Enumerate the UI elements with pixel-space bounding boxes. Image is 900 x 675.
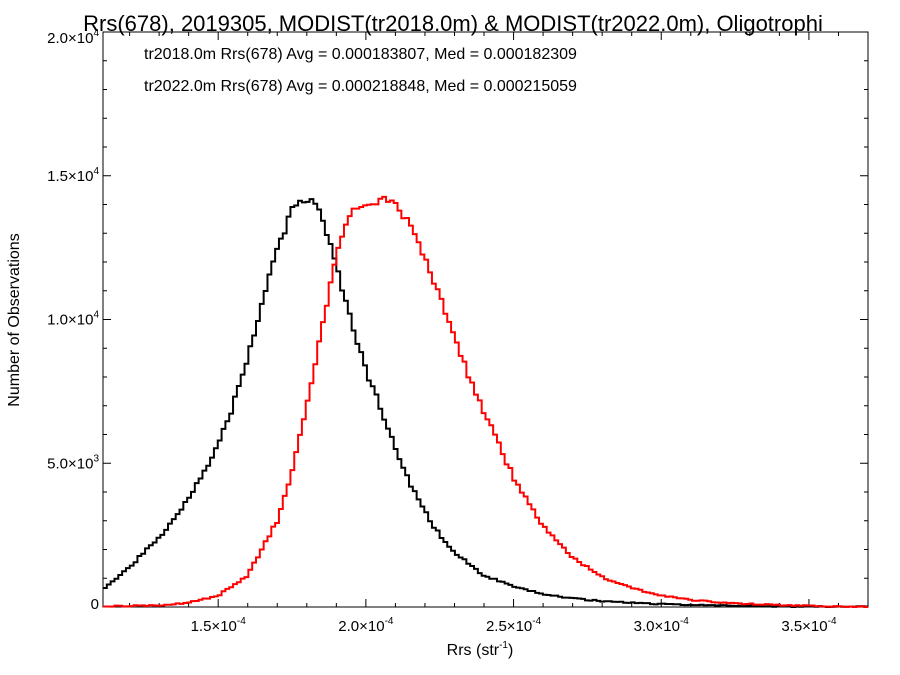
tick-labels: 1.5×10-4 2.0×10-4 2.5×10-4 3.0×10-4 3.5×10-4… xyxy=(47,28,837,635)
x-tick-label: 2.5×10-4 xyxy=(486,616,542,635)
y-tick-label: 5.0×103 xyxy=(47,453,99,472)
x-tick-label: 2.0×10-4 xyxy=(338,616,394,635)
x-axis-label-close: ) xyxy=(508,642,513,659)
y-tick-label: 2.0×104 xyxy=(47,28,99,47)
plot-frame xyxy=(102,31,869,608)
y-tick-label: 0 xyxy=(91,596,99,613)
stat-annotation-tr2022: tr2022.0m Rrs(678) Avg = 0.000218848, Me… xyxy=(144,78,577,95)
x-tick-label: 3.5×10-4 xyxy=(781,616,837,635)
stat-annotation-tr2018: tr2018.0m Rrs(678) Avg = 0.000183807, Me… xyxy=(144,46,577,63)
series-line-0 xyxy=(103,198,868,608)
plot-axes xyxy=(102,31,869,608)
y-tick-label: 1.5×104 xyxy=(47,166,99,185)
y-axis-label: Number of Observations xyxy=(6,233,23,406)
series-layer xyxy=(103,195,868,608)
x-tick-label: 1.5×10-4 xyxy=(191,616,247,635)
x-axis-label: Rrs (str-1) xyxy=(447,640,514,659)
series-line-1 xyxy=(103,195,868,608)
x-axis-label-exponent: -1 xyxy=(499,640,508,651)
x-axis-label-text: Rrs (str xyxy=(447,642,500,659)
y-tick-label: 1.0×104 xyxy=(47,310,99,329)
x-tick-label: 3.0×10-4 xyxy=(634,616,690,635)
